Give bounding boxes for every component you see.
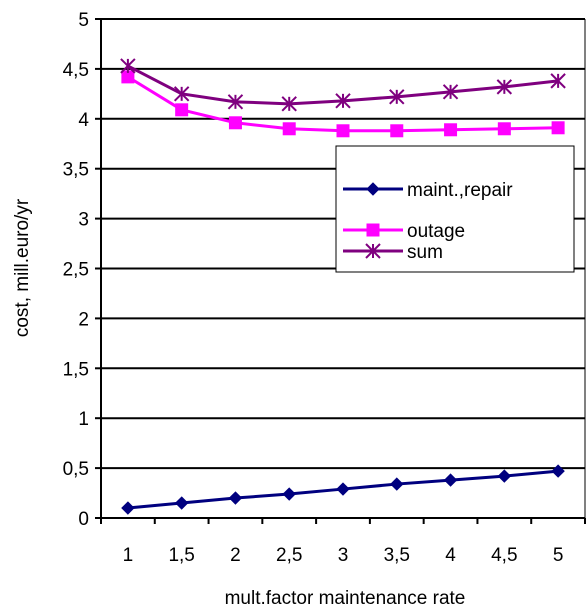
x-tick-label: 3 xyxy=(338,545,349,566)
legend-marker xyxy=(366,182,380,196)
data-point xyxy=(227,94,244,110)
data-point xyxy=(173,86,190,102)
x-tick-label: 3,5 xyxy=(384,545,410,566)
legend-item-1: outage xyxy=(343,221,465,242)
series-group xyxy=(120,58,566,515)
data-point xyxy=(282,122,296,136)
data-point xyxy=(282,487,296,501)
axes xyxy=(95,18,586,524)
data-point xyxy=(496,79,513,95)
y-tick-label: 0 xyxy=(78,509,89,530)
series-2 xyxy=(120,58,566,112)
data-point xyxy=(389,89,405,105)
data-point xyxy=(551,121,565,135)
legend-item-0: maint.,repair xyxy=(343,180,513,201)
x-tick-label: 2,5 xyxy=(276,545,302,566)
data-point xyxy=(444,123,458,137)
data-point xyxy=(443,473,458,487)
x-tick-labels: 1 1,5 2 2,5 3 3,5 4 4,5 5 xyxy=(123,545,564,566)
legend-label: maint.,repair xyxy=(407,180,513,201)
y-tick-label: 3 xyxy=(78,210,89,231)
legend-label: sum xyxy=(407,242,443,263)
data-point xyxy=(228,116,242,130)
data-point xyxy=(497,469,512,483)
y-tick-label: 1,5 xyxy=(63,359,89,380)
x-axis-title: mult.factor maintenance rate xyxy=(225,588,466,609)
data-point xyxy=(120,58,136,74)
series-0 xyxy=(121,464,565,515)
series-1 xyxy=(121,70,565,138)
x-tick-label: 5 xyxy=(553,545,564,566)
y-axis-title: cost, mill.euro/yr xyxy=(12,198,33,337)
data-point xyxy=(228,491,243,505)
x-tick-label: 2 xyxy=(230,545,241,566)
y-tick-label: 2 xyxy=(78,309,89,330)
x-tick-label: 1 xyxy=(123,545,134,566)
data-point xyxy=(121,501,135,515)
data-point xyxy=(550,73,566,89)
legend-marker xyxy=(366,223,380,237)
data-point xyxy=(497,122,511,136)
data-point xyxy=(390,477,404,491)
data-point xyxy=(551,464,565,478)
y-tick-label: 2,5 xyxy=(63,260,89,281)
data-point xyxy=(175,103,189,117)
x-tick-label: 4,5 xyxy=(491,545,517,566)
data-point xyxy=(336,124,350,138)
data-point xyxy=(336,482,350,496)
data-point xyxy=(390,124,404,138)
y-tick-label: 4 xyxy=(78,110,89,131)
legend-marker xyxy=(365,243,381,259)
y-tick-labels: 0 0,5 1 1,5 2 2,5 3 3,5 4 4,5 5 xyxy=(63,10,90,530)
y-tick-label: 0,5 xyxy=(63,459,89,480)
y-tick-label: 5 xyxy=(78,10,89,31)
legend-item-2: sum xyxy=(343,242,443,263)
x-tick-label: 1,5 xyxy=(168,545,194,566)
data-point xyxy=(335,93,351,109)
x-tick-label: 4 xyxy=(445,545,456,566)
legend-label: outage xyxy=(407,221,465,242)
y-tick-label: 1 xyxy=(78,409,89,430)
y-tick-label: 3,5 xyxy=(63,160,89,181)
data-point xyxy=(281,96,297,112)
data-point xyxy=(442,84,459,100)
y-tick-label: 4,5 xyxy=(63,60,89,81)
data-point xyxy=(174,496,189,510)
